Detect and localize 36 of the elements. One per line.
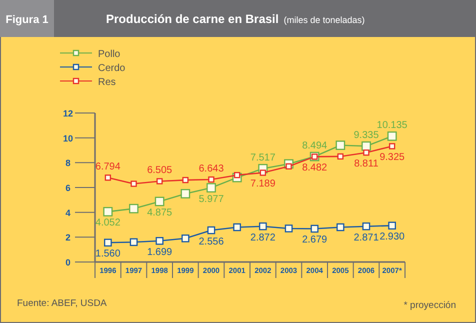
chart-title: Producción de carne en Brasil bbox=[106, 12, 279, 26]
text: Figura 1 bbox=[6, 14, 48, 26]
data-label: 1.560 bbox=[95, 248, 121, 260]
data-label: 5.977 bbox=[198, 194, 224, 205]
data-label: 7.189 bbox=[250, 178, 276, 190]
y-tick-label: 4 bbox=[65, 208, 71, 218]
data-label: 9.335 bbox=[354, 130, 380, 142]
chart-subtitle: (miles de toneladas) bbox=[284, 15, 365, 25]
data-label: 1.699 bbox=[147, 246, 173, 258]
legend-label: Res bbox=[98, 77, 116, 88]
text: * proyección bbox=[404, 300, 456, 311]
source-note: Fuente: ABEF, USDA bbox=[17, 298, 108, 309]
data-label: 2.679 bbox=[302, 234, 328, 246]
data-label: 9.325 bbox=[380, 152, 406, 164]
legend-label: Cerdo bbox=[98, 63, 126, 74]
data-label: 8.811 bbox=[354, 158, 379, 170]
data-label: 8.482 bbox=[302, 162, 328, 174]
legend-label: Pollo bbox=[98, 49, 121, 60]
data-label: 7.517 bbox=[250, 152, 276, 164]
data-label: 6.643 bbox=[198, 164, 224, 175]
data-label: 4.052 bbox=[95, 218, 121, 229]
data-label: 4.875 bbox=[147, 207, 173, 218]
data-label: 6.505 bbox=[147, 165, 173, 176]
y-tick-label: 2 bbox=[65, 232, 71, 243]
y-tick-label: 8 bbox=[65, 158, 71, 168]
data-label: 10.135 bbox=[376, 120, 408, 132]
y-tick-label: 10 bbox=[62, 133, 74, 144]
data-label: 2.871 bbox=[354, 232, 380, 244]
data-label: 2.930 bbox=[380, 232, 406, 243]
y-tick-label: 12 bbox=[62, 108, 74, 118]
data-label: 8.494 bbox=[302, 140, 328, 152]
y-tick-label: 0 bbox=[65, 258, 71, 268]
data-label: 2.556 bbox=[198, 236, 224, 248]
y-tick-label: 6 bbox=[65, 183, 71, 193]
data-label: 2.872 bbox=[250, 232, 276, 244]
data-label: 6.794 bbox=[95, 162, 121, 173]
